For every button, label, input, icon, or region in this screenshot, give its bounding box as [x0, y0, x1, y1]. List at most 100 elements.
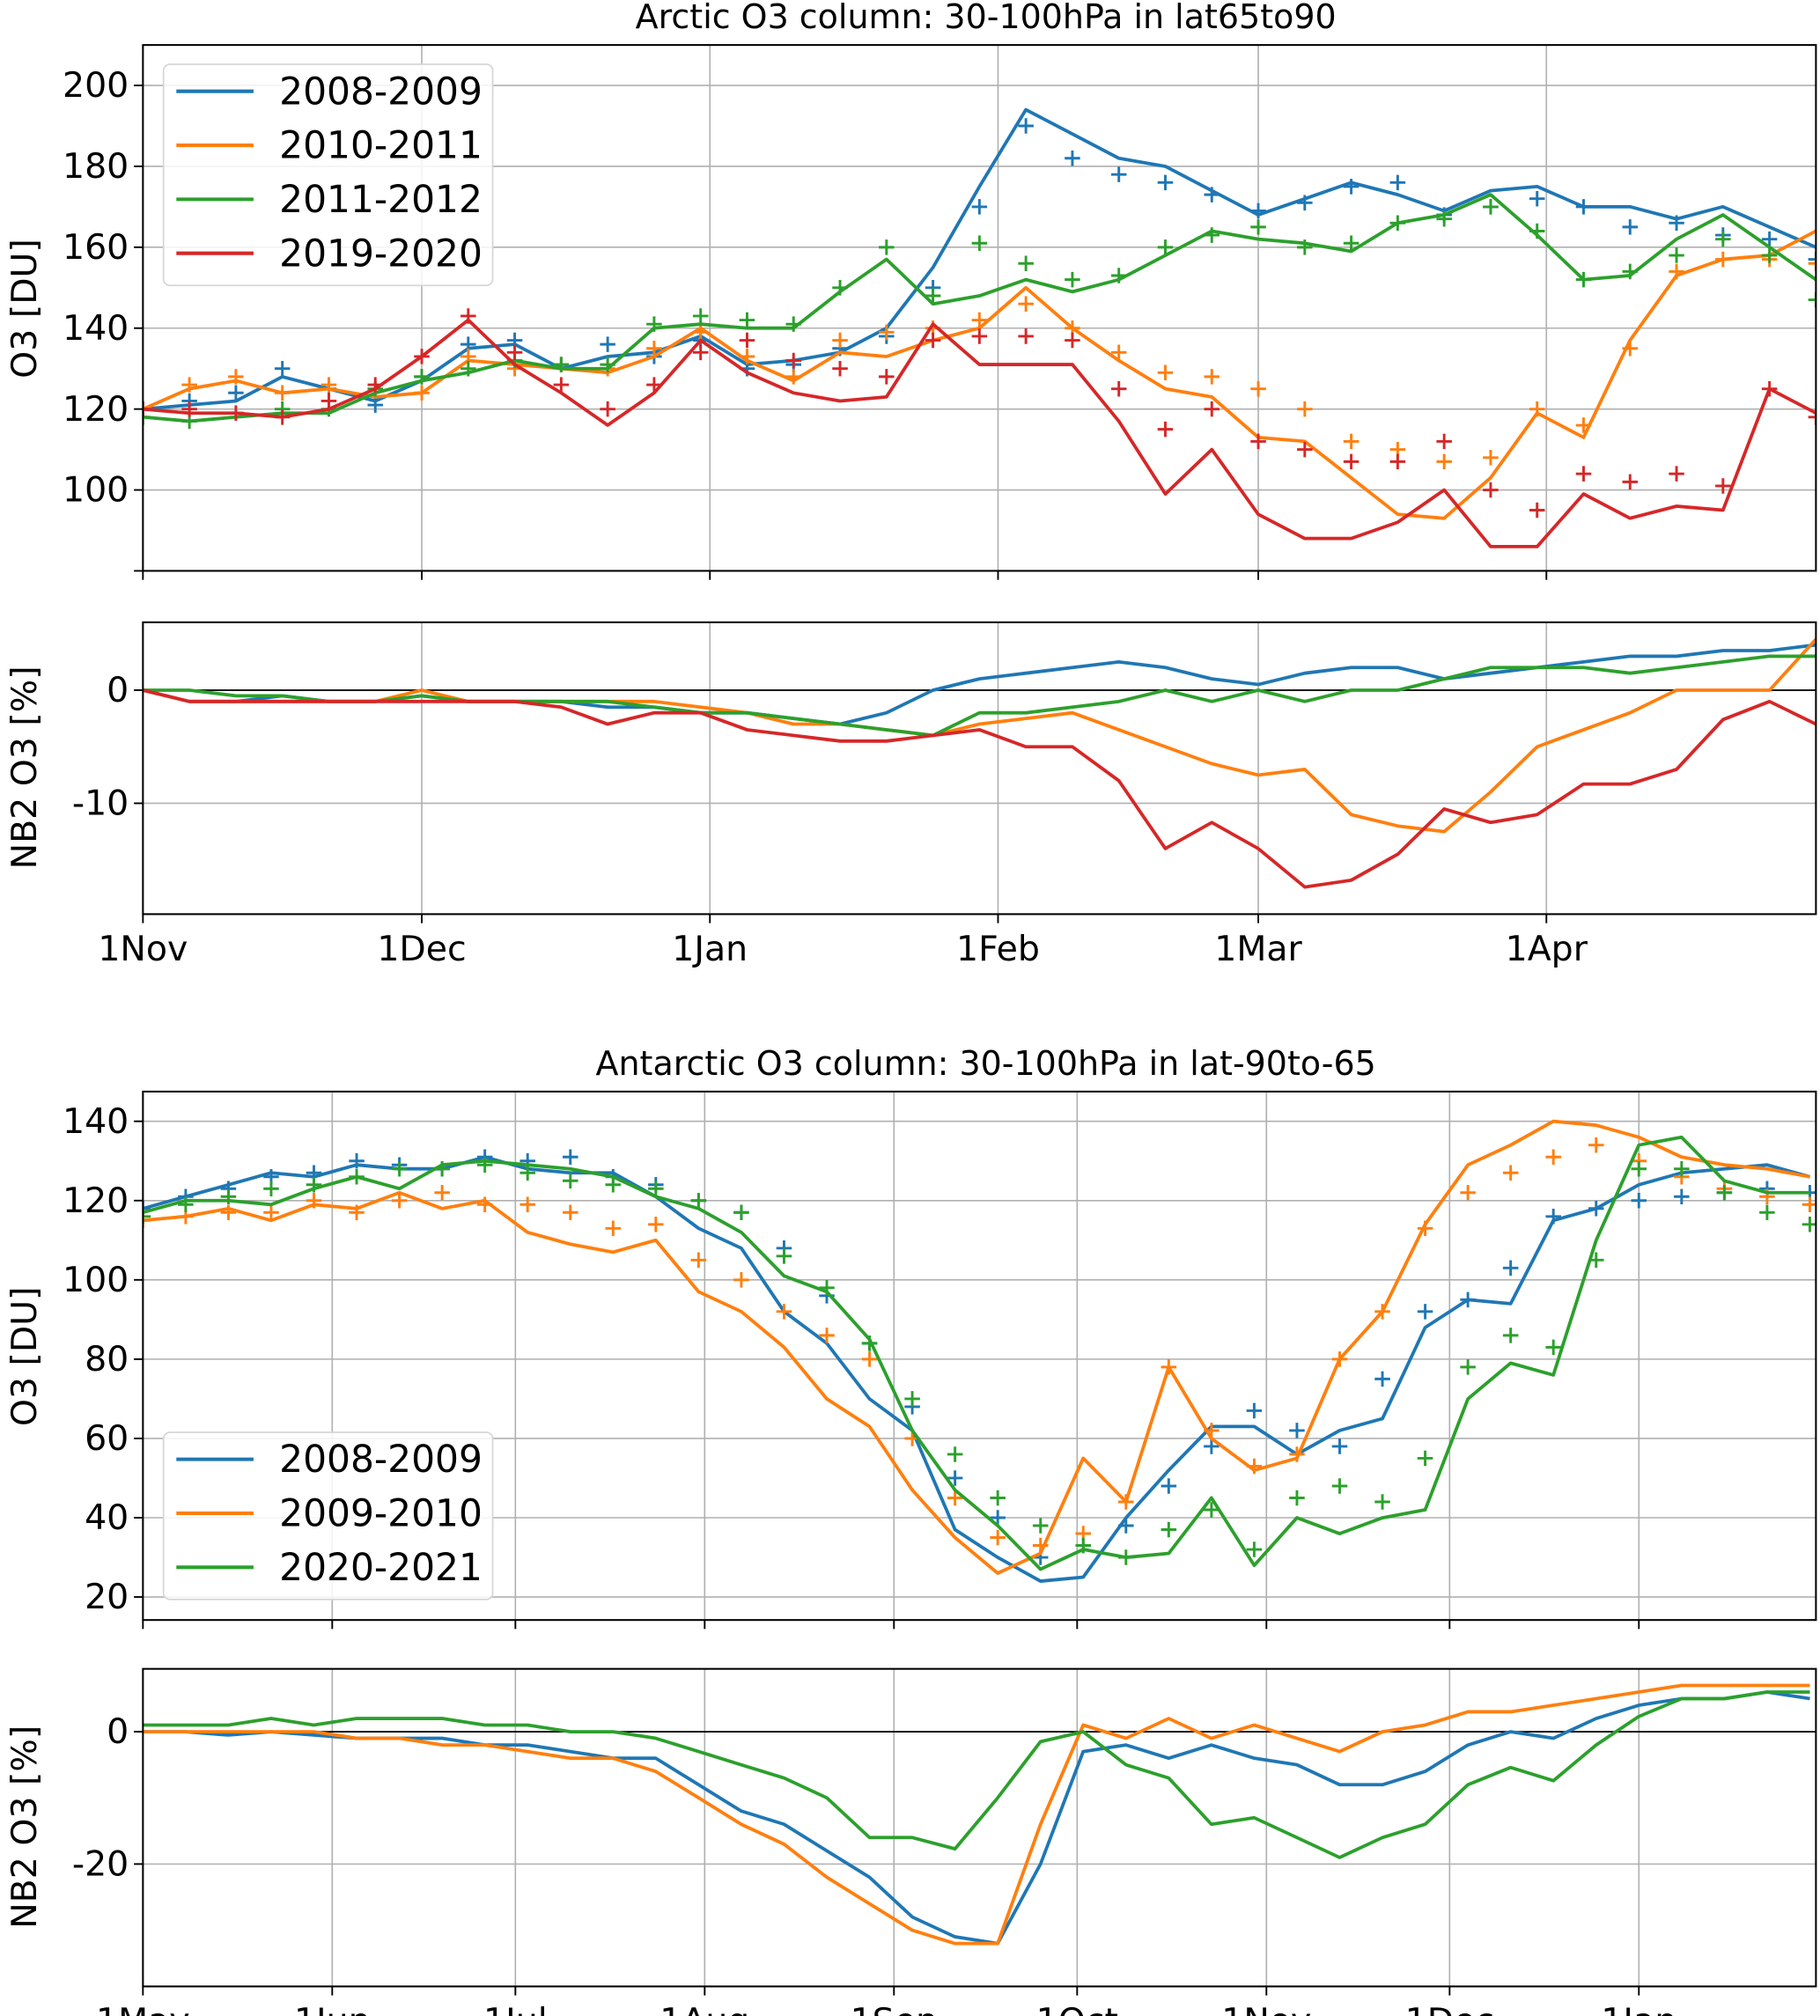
x-tick-label: 1Apr [1506, 929, 1588, 969]
x-tick-label: 1Nov [1221, 2001, 1311, 2016]
series-marker-2008-2009 [274, 360, 291, 377]
series-marker-2019-2020 [553, 377, 570, 393]
series-marker-2019-2020 [461, 308, 476, 324]
series-marker-2011-2012 [414, 369, 430, 385]
series-marker-2009-2010 [220, 1204, 237, 1221]
legend: 2008-2009 2010-2011 2011-2012 2019-2020 [162, 63, 494, 287]
series-marker-2008-2009 [1118, 1518, 1134, 1534]
series-marker-2008-2009 [1631, 1192, 1647, 1209]
series-marker-2020-2021 [1802, 1217, 1816, 1232]
series-marker-2011-2012 [1157, 239, 1174, 255]
series-marker-2020-2021 [1161, 1521, 1177, 1538]
series-marker-2009-2010 [990, 1529, 1006, 1546]
series-marker-2011-2012 [1110, 268, 1127, 283]
series-marker-2019-2020 [1343, 453, 1359, 470]
series-marker-2008-2009 [1545, 1209, 1561, 1225]
series-marker-2008-2009 [1761, 231, 1778, 247]
series-marker-2020-2021 [1204, 1502, 1219, 1518]
legend-label: 2010-2011 [279, 124, 483, 167]
series-marker-2009-2010 [391, 1192, 408, 1209]
y-tick-label: 120 [63, 389, 129, 430]
series-marker-2009-2010 [349, 1204, 365, 1221]
y-tick-label: 0 [107, 670, 129, 710]
series-marker-2020-2021 [1759, 1204, 1775, 1221]
series-marker-2019-2020 [1250, 433, 1266, 450]
series-marker-2008-2009 [1529, 190, 1545, 207]
series-marker-2019-2020 [1389, 453, 1406, 470]
series-marker-2008-2009 [1204, 187, 1220, 202]
series-marker-2010-2011 [1018, 296, 1034, 312]
series-marker-2019-2020 [228, 405, 244, 422]
series-line-2008-2009 [143, 1155, 1811, 1583]
y-tick-label: 80 [85, 1339, 129, 1380]
series-marker-2020-2021 [220, 1188, 237, 1205]
series-marker-2008-2009 [228, 385, 244, 401]
series-marker-2009-2010 [1118, 1494, 1134, 1510]
chart-title: Antarctic O3 column: 30-100hPa in lat-90… [596, 1044, 1376, 1083]
series-marker-2008-2009 [1289, 1423, 1305, 1438]
series-marker-2010-2011 [692, 324, 709, 341]
series-marker-2008-2009 [1588, 1201, 1604, 1217]
series-marker-2020-2021 [349, 1168, 365, 1185]
series-marker-2019-2020 [1065, 332, 1080, 349]
series-marker-2009-2010 [143, 1212, 151, 1229]
series-marker-2019-2020 [925, 332, 941, 349]
series-marker-2019-2020 [785, 352, 802, 369]
y-tick-label: -20 [72, 1844, 129, 1885]
series-marker-2008-2009 [1204, 1438, 1219, 1454]
y-tick-label: 120 [63, 1181, 129, 1221]
series-marker-2020-2021 [861, 1335, 878, 1351]
y-tick-label: 100 [63, 470, 129, 511]
series-marker-2008-2009 [1065, 151, 1080, 166]
x-tick-label: 1Jan [672, 929, 748, 969]
series-marker-2010-2011 [646, 340, 662, 357]
legend-label: 2008-2009 [279, 1438, 483, 1481]
axes-frame [142, 1090, 1817, 1622]
series-marker-2011-2012 [646, 316, 662, 332]
series-marker-2019-2020 [1669, 466, 1684, 482]
axes-frame [142, 44, 1817, 572]
series-marker-2020-2021 [904, 1391, 920, 1407]
series-marker-2011-2012 [553, 357, 570, 372]
series-marker-2009-2010 [776, 1304, 792, 1320]
series-marker-2011-2012 [1575, 271, 1592, 288]
series-marker-2011-2012 [600, 357, 615, 372]
series-line-series-2 [143, 654, 1816, 738]
series-marker-2009-2010 [1802, 1196, 1816, 1213]
series-marker-2019-2020 [1575, 466, 1592, 482]
series-marker-2019-2020 [1808, 409, 1816, 425]
series-marker-2009-2010 [605, 1220, 622, 1237]
series-marker-2020-2021 [1545, 1339, 1561, 1356]
series-marker-2009-2010 [306, 1192, 322, 1209]
series-marker-2008-2009 [1250, 202, 1266, 219]
series-marker-2019-2020 [1018, 328, 1034, 344]
series-marker-2010-2011 [414, 385, 430, 401]
series-marker-2009-2010 [861, 1351, 878, 1367]
series-marker-2020-2021 [1032, 1518, 1049, 1534]
series-marker-2019-2020 [1436, 433, 1452, 450]
x-tick-label: 1Oct [1036, 2001, 1118, 2016]
series-line-2019-2020 [143, 318, 1816, 548]
x-tick-label: 1Dec [1405, 2001, 1494, 2016]
panel-antarctic-o3: 20 40 60 80 100 120 140 Antarctic O3 column: 30… [4, 1044, 1817, 1630]
series-marker-2010-2011 [1297, 401, 1313, 417]
x-tick-label: 1May [96, 2001, 190, 2016]
series-marker-2011-2012 [832, 280, 848, 296]
series-marker-2011-2012 [143, 409, 151, 425]
series-marker-2010-2011 [1575, 417, 1592, 433]
series-marker-2009-2010 [648, 1217, 664, 1232]
series-marker-2009-2010 [733, 1272, 749, 1288]
series-marker-2020-2021 [562, 1173, 578, 1189]
x-tick-label: 1Dec [377, 929, 466, 969]
series-line-2009-2010 [143, 1119, 1810, 1575]
legend-box [162, 1431, 494, 1600]
x-tick-label: 1Sep [851, 2001, 938, 2016]
series-marker-2019-2020 [1715, 478, 1731, 494]
plot-area [143, 1119, 1816, 1583]
y-tick-label: 140 [63, 308, 129, 349]
x-tick-label: 1Mar [1214, 929, 1302, 969]
series-marker-2008-2009 [1246, 1402, 1263, 1419]
series-marker-2011-2012 [1436, 210, 1452, 227]
series-marker-2008-2009 [562, 1149, 578, 1165]
